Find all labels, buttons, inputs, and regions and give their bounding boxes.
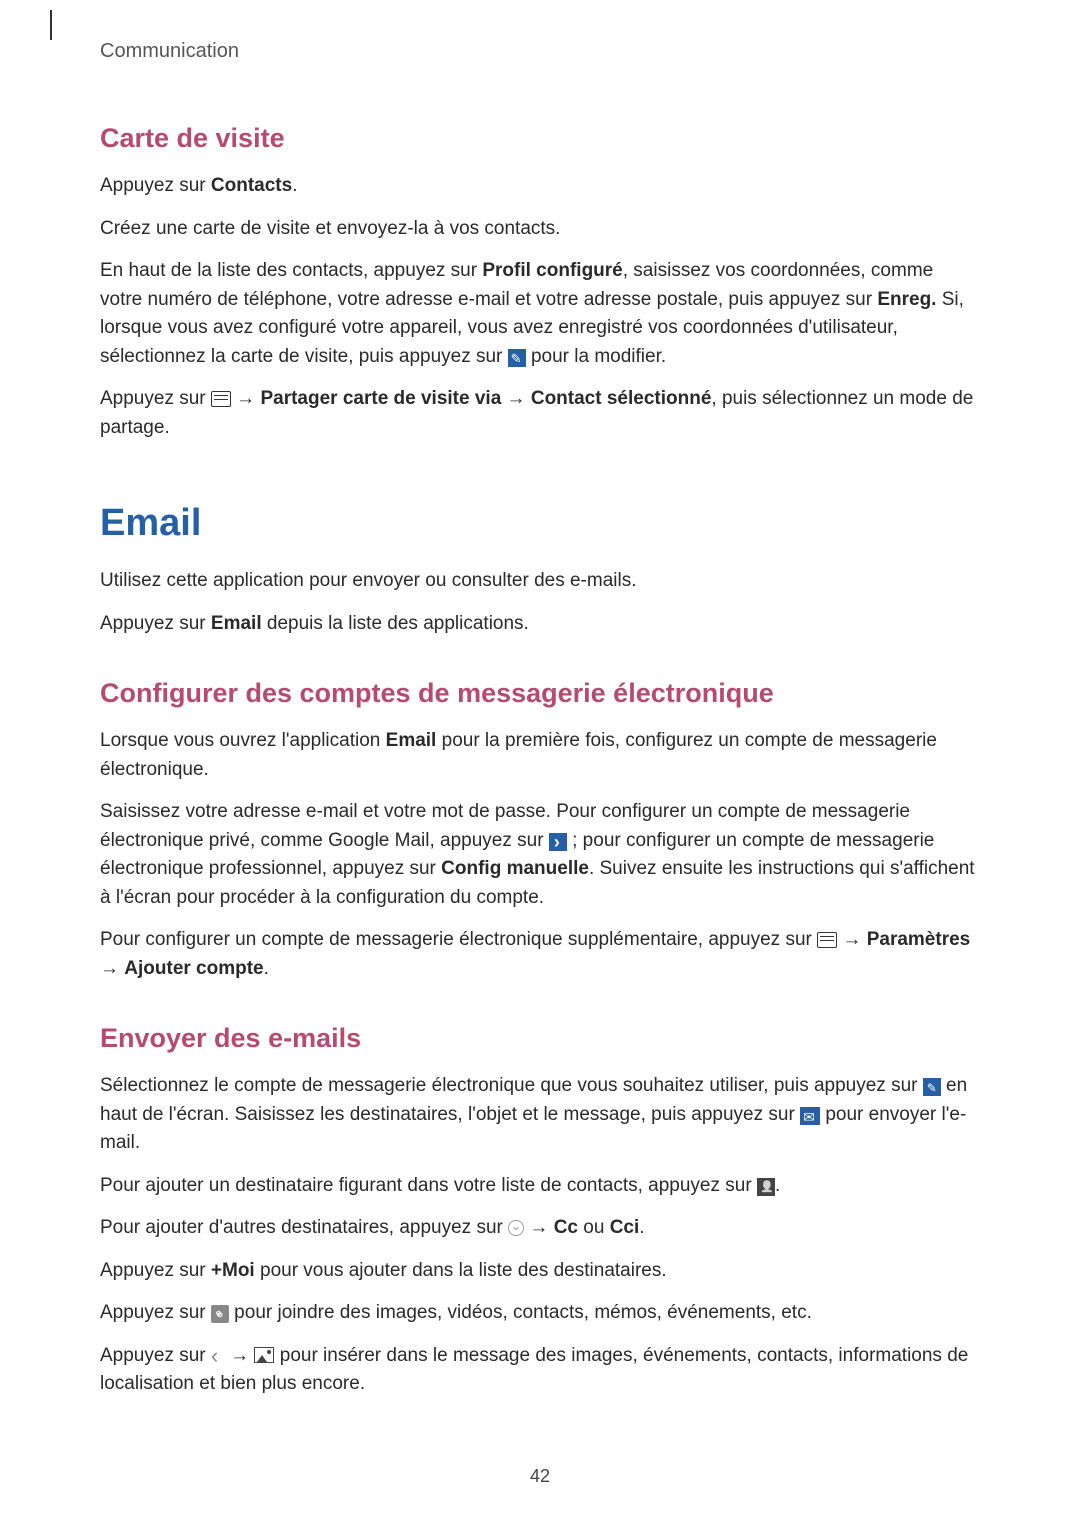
edit-icon [508,349,526,367]
envoyer-p3: Pour ajouter d'autres destinataires, app… [100,1214,980,1243]
text: pour vous ajouter dans la liste des dest… [255,1260,667,1281]
bold-cci: Cci [610,1217,640,1238]
attach-icon [211,1305,229,1323]
text: . [264,958,269,979]
config-p1: Lorsque vous ouvrez l'application Email … [100,727,980,784]
text: Appuyez sur [100,1260,211,1281]
envoyer-p1: Sélectionnez le compte de messagerie éle… [100,1072,980,1158]
arrow: → [100,958,124,979]
left-margin-line [50,10,52,40]
bold-cc: Cc [554,1217,578,1238]
text: Appuyez sur [100,1345,211,1366]
text: Appuyez sur [100,613,211,634]
text: En haut de la liste des contacts, appuye… [100,260,482,281]
text: depuis la liste des applications. [262,613,529,634]
envoyer-p2: Pour ajouter un destinataire figurant da… [100,1172,980,1201]
text: pour joindre des images, vidéos, contact… [229,1302,812,1323]
page-content: Communication Carte de visite Appuyez su… [0,0,1080,1453]
section-label: Communication [100,40,980,63]
bold-email2: Email [386,730,437,751]
envoyer-p6: Appuyez sur → pour insérer dans le messa… [100,1342,980,1399]
bold-config-manuelle: Config manuelle [441,858,589,879]
email-p2: Appuyez sur Email depuis la liste des ap… [100,610,980,639]
bold-contact-sel: Contact sélectionné [531,388,712,409]
heading-email: Email [100,502,980,545]
send-icon [800,1107,820,1125]
text: Pour ajouter d'autres destinataires, app… [100,1217,508,1238]
text: . [639,1217,644,1238]
heading-carte-visite: Carte de visite [100,123,980,154]
text: ou [578,1217,610,1238]
dropdown-icon [508,1220,524,1236]
bold-parametres: Paramètres [867,929,971,950]
arrow: → [225,1345,255,1366]
text: Appuyez sur [100,175,211,196]
bold-contacts: Contacts [211,175,292,196]
text: . [775,1175,780,1196]
email-p1: Utilisez cette application pour envoyer … [100,567,980,596]
text: Appuyez sur [100,388,211,409]
heading-configurer: Configurer des comptes de messagerie éle… [100,678,980,709]
arrow: → [524,1217,554,1238]
text: Sélectionnez le compte de messagerie éle… [100,1075,923,1096]
envoyer-p5: Appuyez sur pour joindre des images, vid… [100,1299,980,1328]
carte-p3: En haut de la liste des contacts, appuye… [100,257,980,371]
text: . [292,175,297,196]
bold-email: Email [211,613,262,634]
arrow: → [501,388,531,409]
compose-icon [923,1078,941,1096]
heading-envoyer: Envoyer des e-mails [100,1023,980,1054]
envoyer-p4: Appuyez sur +Moi pour vous ajouter dans … [100,1257,980,1286]
text: pour la modifier. [526,346,666,367]
text: Pour ajouter un destinataire figurant da… [100,1175,757,1196]
bold-moi: +Moi [211,1260,255,1281]
contact-icon [757,1178,775,1196]
menu-icon [211,391,231,407]
text: Lorsque vous ouvrez l'application [100,730,386,751]
menu-icon [817,932,837,948]
next-icon [549,833,567,851]
page-number: 42 [530,1466,550,1487]
bold-profil: Profil configuré [482,260,622,281]
bold-ajouter: Ajouter compte [124,958,263,979]
arrow: → [837,929,867,950]
bold-enreg: Enreg. [877,289,936,310]
carte-p4: Appuyez sur → Partager carte de visite v… [100,385,980,442]
carte-p2: Créez une carte de visite et envoyez-la … [100,215,980,244]
arrow: → [231,388,261,409]
config-p3: Pour configurer un compte de messagerie … [100,926,980,983]
text: Appuyez sur [100,1302,211,1323]
config-p2: Saisissez votre adresse e-mail et votre … [100,798,980,912]
bold-partager: Partager carte de visite via [260,388,501,409]
image-icon [254,1347,274,1363]
text: Pour configurer un compte de messagerie … [100,929,817,950]
carte-p1: Appuyez sur Contacts. [100,172,980,201]
back-icon [211,1347,225,1363]
